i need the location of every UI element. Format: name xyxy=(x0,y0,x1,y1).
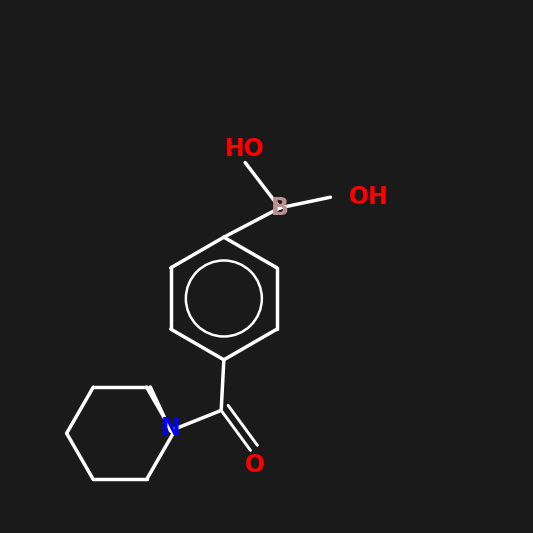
Text: OH: OH xyxy=(349,185,389,209)
Text: O: O xyxy=(245,453,265,478)
Text: B: B xyxy=(271,196,289,220)
Text: N: N xyxy=(160,416,181,440)
Text: HO: HO xyxy=(225,137,265,161)
